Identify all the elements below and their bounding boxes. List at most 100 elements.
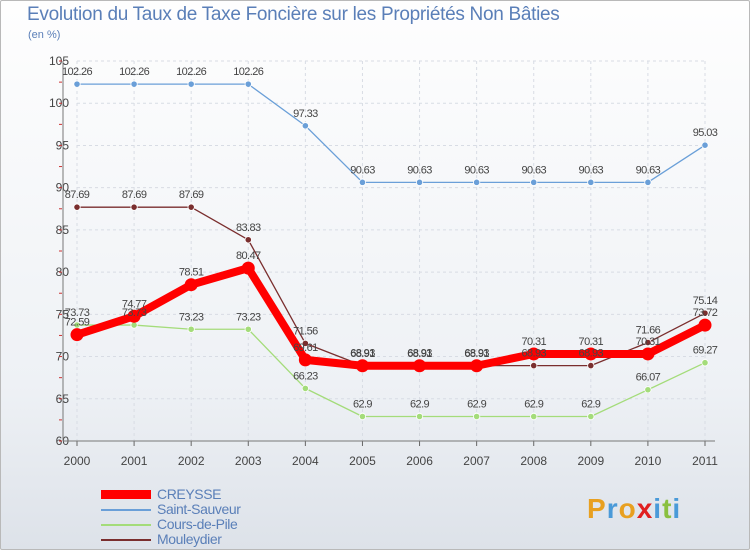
x-tick-label: 2000 [64,454,91,468]
logo-letter: i [653,493,663,524]
series-line-creysse [73,264,709,370]
data-label: 102.26 [62,66,93,78]
data-label: 102.26 [176,66,207,78]
y-tick-label: 90 [56,181,70,195]
y-tick-label: 80 [56,265,70,279]
data-label: 70.31 [579,336,604,348]
data-label: 87.69 [65,189,90,201]
chart-subtitle: (en %) [28,29,61,41]
series-line-mouleydier [76,206,706,367]
data-label: 73.23 [236,311,261,323]
y-tick-label: 60 [56,434,70,448]
data-label: 90.63 [579,164,604,176]
chart-title: Evolution du Taux de Taxe Foncière sur l… [27,4,560,25]
proxiti-logo: Proxiti [587,493,681,525]
logo-letter: x [636,493,654,524]
legend-item-creysse[interactable]: CREYSSE [101,487,241,502]
x-tick-label: 2011 [692,454,718,468]
data-point [358,412,367,421]
y-tick-label: 85 [56,223,70,237]
data-point [415,412,424,421]
data-point [584,347,598,361]
logo-letter: P [587,493,607,524]
data-label: 68.91 [464,348,489,360]
data-point [644,386,652,394]
data-label: 71.66 [636,325,661,337]
legend-label: Saint-Sauveur [157,501,241,517]
data-point [587,412,595,421]
data-label: 95.03 [693,127,718,139]
x-tick-label: 2001 [121,454,148,468]
data-label: 66.07 [636,372,661,384]
data-point [473,412,481,421]
data-point [130,203,138,211]
data-point [644,338,652,347]
legend-item-saint-sauveur[interactable]: Saint-Sauveur [101,502,241,517]
data-label: 73.23 [179,311,204,323]
data-label: 102.26 [233,66,264,78]
data-point [358,178,367,186]
data-point [241,261,255,275]
data-point [701,359,709,367]
data-label: 72.59 [65,317,90,329]
data-point [644,178,652,186]
data-point [415,178,424,186]
data-point [73,80,81,88]
data-label: 80.47 [236,250,261,262]
y-tick-label: 75 [56,307,70,321]
data-label: 71.56 [293,325,318,337]
data-label: 83.83 [236,222,261,234]
data-point [244,325,252,333]
data-point [130,80,138,88]
logo-letter: r [606,493,619,524]
data-point [587,361,595,370]
x-tick-label: 2008 [520,454,547,468]
data-label: 62.9 [581,399,600,411]
data-label: 87.69 [179,189,204,201]
data-label: 73.73 [65,307,90,319]
data-point [73,203,81,211]
data-label: 68.93 [464,348,489,360]
data-point [187,203,195,211]
data-label: 90.63 [350,164,375,176]
data-label: 66.23 [293,370,318,382]
legend-swatch [101,523,151,526]
data-point [530,412,538,421]
logo-letter: t [662,493,673,524]
data-point [70,328,84,342]
data-point [701,309,709,317]
data-label: 78.51 [179,267,204,279]
data-point [527,347,541,361]
x-tick-label: 2007 [463,454,490,468]
x-tick-label: 2006 [406,454,433,468]
data-point [473,178,481,186]
data-label: 68.93 [350,348,375,360]
data-point [355,359,369,373]
data-point [301,122,309,130]
data-point [470,359,484,373]
data-label: 87.69 [122,189,147,201]
y-tick-label: 70 [56,350,70,364]
series-line-cours-de-pile [76,324,706,418]
x-tick-label: 2009 [577,454,604,468]
legend-item-mouleydier[interactable]: Mouleydier [101,532,241,547]
data-label: 90.63 [407,164,432,176]
data-point [587,178,595,186]
data-label: 68.93 [407,348,432,360]
series-line-saint-sauveur [76,83,706,183]
x-tick-label: 2010 [635,454,662,468]
data-point [244,236,252,244]
data-point [301,339,309,347]
legend-item-cours-de-pile[interactable]: Cours-de-Pile [101,517,241,532]
legend-label: Cours-de-Pile [157,516,238,532]
x-tick-label: 2004 [292,454,319,468]
data-point [413,359,427,373]
logo-letter: o [618,493,637,524]
data-label: 73.73 [122,307,147,319]
x-tick-label: 2003 [235,454,262,468]
data-label: 62.9 [410,399,429,411]
data-point [127,309,141,323]
data-point [130,321,138,329]
data-label: 70.31 [521,336,546,348]
legend-swatch [101,490,151,499]
